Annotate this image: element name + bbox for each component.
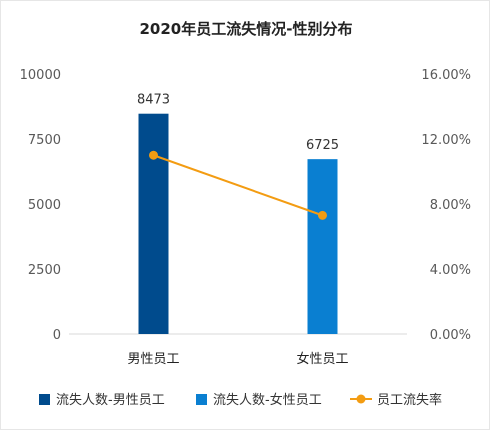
legend: 流失人数-男性员工 流失人数-女性员工 员工流失率 xyxy=(39,392,442,408)
bar-female xyxy=(307,159,338,334)
bar-data-label: 6725 xyxy=(306,138,339,153)
x-category-label: 女性员工 xyxy=(296,351,348,367)
y-left-tick-label: 2500 xyxy=(28,263,61,278)
chart-title: 2020年员工流失情况-性别分布 xyxy=(140,20,353,38)
turnover-rate-point xyxy=(149,150,158,160)
legend-swatch-bar xyxy=(39,394,50,405)
y-right-tick-label: 4.00% xyxy=(430,263,471,278)
y-left-tick-label: 7500 xyxy=(28,133,61,148)
legend-swatch-marker xyxy=(356,394,366,404)
y-right-tick-label: 8.00% xyxy=(430,198,471,213)
y-right-tick-label: 16.00% xyxy=(421,68,471,83)
x-category-label: 男性员工 xyxy=(127,352,179,367)
legend-label: 流失人数-女性员工 xyxy=(213,392,322,408)
y-left-tick-label: 0 xyxy=(53,328,61,343)
plot-area: 0 2500 5000 7500 10000 0.00% 4.00% 8.00% 12.00% 1… xyxy=(20,68,471,367)
y-left-tick-label: 5000 xyxy=(28,198,61,213)
bar-male xyxy=(138,113,169,335)
y-left-tick-label: 10000 xyxy=(20,68,61,83)
turnover-rate-point xyxy=(318,210,327,220)
legend-label: 员工流失率 xyxy=(377,392,442,408)
y-right-tick-label: 12.00% xyxy=(421,133,471,148)
y-right-tick-label: 0.00% xyxy=(430,328,471,343)
legend-label: 流失人数-男性员工 xyxy=(56,393,165,408)
legend-swatch-bar xyxy=(196,394,207,405)
bar-data-label: 8473 xyxy=(137,93,170,108)
turnover-rate-line xyxy=(153,154,323,217)
